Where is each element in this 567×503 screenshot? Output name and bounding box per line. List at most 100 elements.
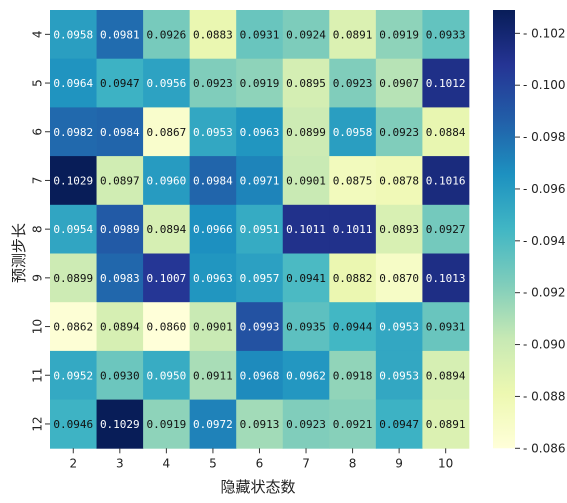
heatmap-cell — [189, 10, 237, 60]
cell-value-label: 0.0964 — [53, 77, 93, 90]
heatmap-cell — [236, 107, 284, 157]
heatmap-cell — [236, 204, 284, 254]
heatmap-cell — [282, 253, 330, 303]
x-axis-title: 隐藏状态数 — [220, 478, 295, 496]
heatmap-cell — [375, 58, 423, 108]
x-tick-label: 4 — [163, 456, 171, 470]
heatmap-cell — [143, 10, 191, 60]
heatmap-cell — [189, 204, 237, 254]
heatmap-cell — [236, 10, 284, 60]
cell-value-label: 0.0918 — [333, 369, 373, 382]
cell-value-label: 0.0926 — [147, 28, 187, 41]
heatmap-cell — [422, 204, 470, 254]
cell-value-label: 0.0933 — [426, 28, 466, 41]
colorbar-tick-label: - 0.090 — [523, 338, 566, 352]
y-tick-label: 8 — [31, 225, 45, 233]
cell-value-label: 0.0899 — [286, 126, 326, 139]
cell-value-label: 0.0860 — [147, 321, 187, 334]
x-axis-ticks: 2 3 4 5 6 7 8 9 10 — [69, 448, 453, 470]
colorbar-gradient — [493, 10, 515, 449]
heatmap-cell — [375, 350, 423, 400]
cell-value-label: 0.0894 — [100, 321, 140, 334]
heatmap-cell — [329, 58, 377, 108]
y-tick-label: 12 — [31, 416, 45, 431]
cell-value-label: 0.0952 — [53, 369, 93, 382]
heatmap-cell — [236, 253, 284, 303]
cell-value-label: 0.0891 — [333, 28, 373, 41]
colorbar-tick-label: - 0.092 — [523, 286, 566, 300]
heatmap-cell — [422, 350, 470, 400]
heatmap-cell — [50, 350, 97, 400]
cell-value-label: 0.1012 — [426, 77, 466, 90]
heatmap-cell — [422, 253, 470, 303]
heatmap-cell — [329, 204, 377, 254]
heatmap-cell — [96, 204, 144, 254]
colorbar-tick-label: - 0.094 — [523, 234, 566, 248]
cell-value-label: 0.0944 — [333, 321, 373, 334]
heatmap-cell — [96, 350, 144, 400]
heatmap-cell — [189, 399, 237, 449]
cell-value-label: 0.0984 — [193, 174, 233, 187]
y-tick-label: 9 — [31, 274, 45, 282]
cell-value-label: 0.0862 — [53, 321, 93, 334]
heatmap-cell — [282, 156, 330, 206]
cell-value-label: 0.0894 — [147, 223, 187, 236]
cell-value-label: 0.0923 — [379, 126, 419, 139]
heatmap-cell — [50, 204, 97, 254]
heatmap-cell — [282, 58, 330, 108]
cell-value-label: 0.1011 — [286, 223, 326, 236]
heatmap-cell — [143, 58, 191, 108]
cell-value-label: 0.0972 — [193, 418, 233, 431]
heatmap-cell — [422, 10, 470, 60]
cell-value-label: 0.0971 — [240, 174, 280, 187]
cell-value-label: 0.0954 — [53, 223, 93, 236]
heatmap-cell — [96, 253, 144, 303]
x-tick-label: 5 — [209, 456, 217, 470]
heatmap-cell — [143, 204, 191, 254]
cell-value-label: 0.0899 — [53, 272, 93, 285]
x-tick-label: 6 — [256, 456, 264, 470]
cell-value-label: 0.0931 — [426, 321, 466, 334]
heatmap-cell — [189, 58, 237, 108]
cell-value-label: 0.0901 — [286, 174, 326, 187]
cell-value-label: 0.0891 — [426, 418, 466, 431]
heatmap-cell — [236, 399, 284, 449]
heatmap-cell — [96, 10, 144, 60]
y-axis-ticks: 4 5 6 7 8 9 10 11 12 — [31, 31, 50, 432]
heatmap-cell — [422, 156, 470, 206]
cell-value-label: 0.0989 — [100, 223, 140, 236]
colorbar: - 0.086 - 0.088 - 0.090 - 0.092 - 0.094 - 0.0… — [493, 10, 566, 455]
cell-value-label: 0.0875 — [333, 174, 373, 187]
cell-value-label: 0.0927 — [426, 223, 466, 236]
colorbar-tick-label: - 0.086 — [523, 441, 566, 455]
cell-value-label: 0.0963 — [193, 272, 233, 285]
cell-value-label: 0.0983 — [100, 272, 140, 285]
cell-value-label: 0.0913 — [240, 418, 280, 431]
cell-value-label: 0.0907 — [379, 77, 419, 90]
heatmap-cell — [282, 204, 330, 254]
heatmap-cell — [282, 107, 330, 157]
cell-value-label: 0.1029 — [100, 418, 140, 431]
heatmap-cell — [189, 253, 237, 303]
heatmap-cell — [189, 350, 237, 400]
heatmap-cell — [329, 302, 377, 352]
cell-value-label: 0.1007 — [147, 272, 187, 285]
cell-value-label: 0.0958 — [53, 28, 93, 41]
cell-value-label: 0.1016 — [426, 174, 466, 187]
heatmap-cell — [329, 350, 377, 400]
heatmap-cell — [422, 107, 470, 157]
cell-value-label: 0.0962 — [286, 369, 326, 382]
cell-value-label: 0.0893 — [379, 223, 419, 236]
cell-value-label: 0.0956 — [147, 77, 187, 90]
heatmap-cell — [50, 107, 97, 157]
heatmap-cell — [50, 253, 97, 303]
heatmap-cell — [189, 302, 237, 352]
cell-value-label: 0.0878 — [379, 174, 419, 187]
cell-value-label: 0.0935 — [286, 321, 326, 334]
x-tick-label: 2 — [69, 456, 77, 470]
cell-value-label: 0.0897 — [100, 174, 140, 187]
heatmap-cell — [282, 10, 330, 60]
heatmap-cell — [329, 399, 377, 449]
cell-value-label: 0.0968 — [240, 369, 280, 382]
